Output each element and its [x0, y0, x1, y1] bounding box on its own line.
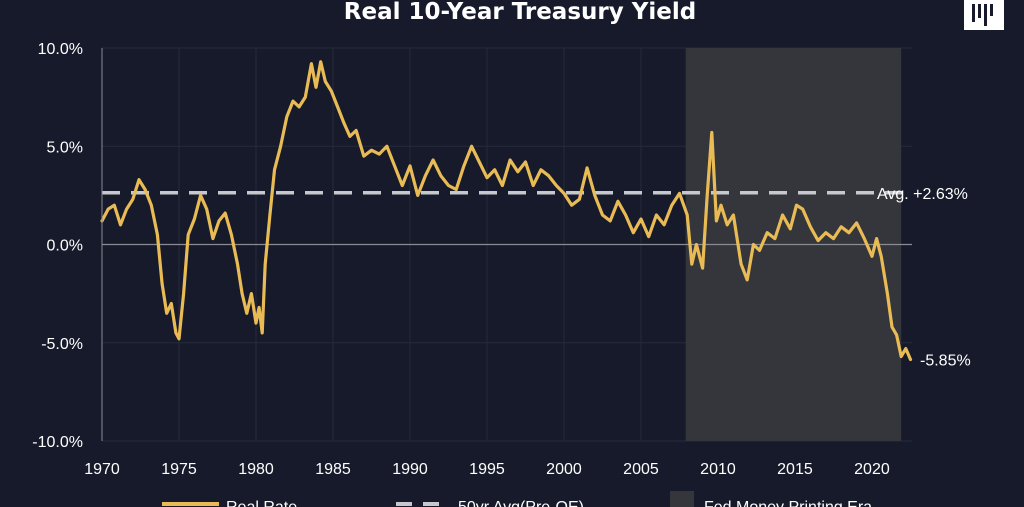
legend-label-money-printing: Fed Money Printing Era [704, 499, 872, 507]
x-tick-label: 2020 [854, 461, 890, 478]
x-tick-label: 1985 [315, 461, 351, 478]
x-tick-label: 1990 [392, 461, 428, 478]
x-tick-label: 2015 [777, 461, 813, 478]
x-tick-label: 1995 [469, 461, 505, 478]
x-tick-label: 1970 [84, 461, 120, 478]
legend: Real Rate 50yr Avg(Pre-QE) Fed Money Print… [162, 491, 872, 507]
legend-swatch-money-printing [670, 491, 694, 507]
x-tick-label: 2000 [546, 461, 582, 478]
x-tick-label: 1980 [238, 461, 274, 478]
series-lines [100, 60, 913, 362]
last-value-annotation: -5.85% [920, 352, 971, 369]
average-annotation: Avg. +2.63% [877, 186, 968, 203]
x-tick-label: 1975 [161, 461, 197, 478]
axes: 10.0% 5.0% 0.0% -5.0% -10.0%1970 1975 1980 1985… [32, 41, 890, 478]
legend-label-average: 50yr Avg(Pre-QE) [458, 499, 584, 507]
x-tick-label: 2005 [623, 461, 659, 478]
annotations: Avg. +2.63% -5.85% [877, 186, 971, 370]
y-tick-label: 0.0% [47, 238, 83, 255]
reference-lines [102, 191, 912, 246]
bar-logo-icon [964, 0, 1004, 30]
legend-label-real-rate: Real Rate [226, 499, 297, 507]
y-tick-label: 5.0% [47, 139, 83, 156]
real-rate-line [100, 60, 913, 362]
chart-title: Real 10-Year Treasury Yield [344, 0, 696, 25]
y-tick-label: 10.0% [38, 41, 83, 58]
x-tick-label: 2010 [700, 461, 736, 478]
y-tick-label: -10.0% [32, 434, 83, 451]
y-tick-label: -5.0% [41, 336, 83, 353]
